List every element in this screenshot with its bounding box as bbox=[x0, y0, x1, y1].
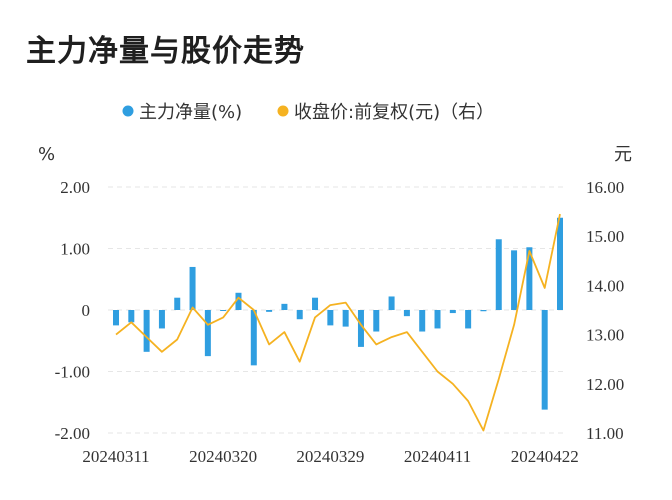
right-tick-label: 13.00 bbox=[586, 326, 624, 345]
net-volume-bars bbox=[113, 217, 563, 410]
net-volume-bar bbox=[388, 296, 395, 310]
left-tick-label: 2.00 bbox=[60, 178, 90, 197]
right-tick-label: 11.00 bbox=[586, 424, 624, 443]
net-volume-bar bbox=[357, 310, 364, 347]
net-volume-bar bbox=[541, 310, 548, 410]
legend-marker-close-price bbox=[277, 105, 289, 117]
x-tick-label: 20240320 bbox=[189, 447, 257, 466]
net-volume-bar bbox=[373, 310, 380, 332]
legend-label-close-price: 收盘价:前复权(元)（右） bbox=[294, 102, 494, 123]
gridlines bbox=[108, 186, 566, 434]
net-volume-bar bbox=[419, 310, 426, 332]
net-volume-bar bbox=[235, 292, 242, 310]
net-volume-bar bbox=[220, 310, 227, 311]
left-tick-label: -1.00 bbox=[55, 363, 90, 382]
close-price-line bbox=[115, 213, 561, 432]
right-tick-label: 16.00 bbox=[586, 178, 624, 197]
net-volume-bar bbox=[174, 297, 181, 310]
net-volume-bar bbox=[158, 310, 165, 329]
net-volume-bar bbox=[296, 310, 303, 320]
left-tick-label: 1.00 bbox=[60, 240, 90, 259]
net-volume-bar bbox=[403, 310, 410, 317]
x-tick-label: 20240422 bbox=[511, 447, 579, 466]
net-volume-bar bbox=[526, 247, 533, 310]
close-price-line-group bbox=[115, 213, 561, 432]
left-axis-unit: % bbox=[38, 144, 55, 165]
net-volume-bar bbox=[465, 310, 472, 329]
x-axis-ticks: 20240311 20240320 20240329 20240411 20240422 bbox=[82, 447, 578, 466]
chart-title: 主力净量与股价走势 bbox=[26, 34, 305, 69]
net-volume-bar bbox=[511, 250, 518, 310]
legend-marker-net-volume bbox=[122, 105, 134, 117]
net-volume-bar bbox=[143, 310, 150, 352]
left-tick-label: -2.00 bbox=[55, 424, 90, 443]
right-tick-label: 15.00 bbox=[586, 227, 624, 246]
net-volume-bar bbox=[480, 310, 487, 312]
legend: 主力净量(%) 收盘价:前复权(元)（右） bbox=[122, 102, 494, 123]
right-axis-ticks: 16.00 15.00 14.00 13.00 12.00 11.00 bbox=[586, 178, 624, 443]
x-tick-label: 20240411 bbox=[404, 447, 471, 466]
net-volume-bar bbox=[250, 310, 257, 366]
right-axis-unit: 元 bbox=[614, 144, 632, 165]
net-volume-bar bbox=[204, 310, 211, 357]
net-volume-bar bbox=[434, 310, 441, 329]
net-volume-bar bbox=[281, 303, 288, 310]
net-volume-bar bbox=[449, 310, 456, 314]
net-volume-bar bbox=[495, 239, 502, 310]
net-volume-bar bbox=[557, 217, 563, 310]
x-tick-label: 20240329 bbox=[296, 447, 364, 466]
net-volume-bar bbox=[342, 310, 349, 327]
left-axis-ticks: 2.00 1.00 0 -1.00 -2.00 bbox=[55, 178, 90, 443]
left-tick-label: 0 bbox=[82, 301, 91, 320]
net-volume-bar bbox=[266, 310, 273, 312]
legend-label-net-volume: 主力净量(%) bbox=[139, 102, 242, 123]
net-volume-bar bbox=[327, 310, 334, 326]
net-volume-bar bbox=[189, 266, 196, 310]
net-volume-bar bbox=[128, 310, 135, 323]
right-tick-label: 12.00 bbox=[586, 375, 624, 394]
right-tick-label: 14.00 bbox=[586, 276, 624, 295]
x-tick-label: 20240311 bbox=[82, 447, 149, 466]
net-volume-bar bbox=[113, 310, 119, 326]
net-volume-bar bbox=[312, 297, 319, 310]
